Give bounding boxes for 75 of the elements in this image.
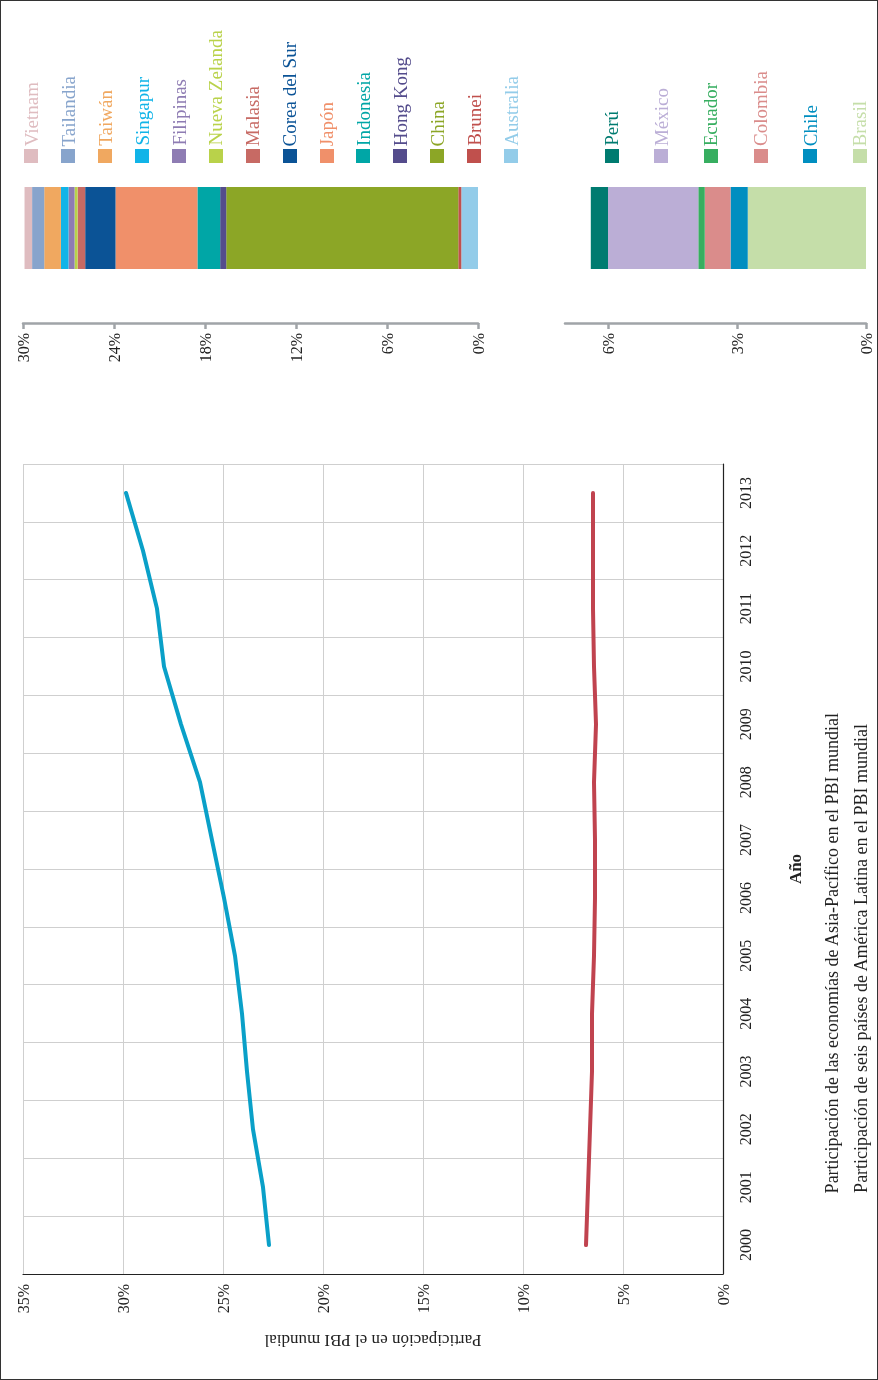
bar <box>74 187 78 269</box>
y-tick-label: 2012 <box>736 534 754 567</box>
y-tick-label: 2002 <box>736 1113 754 1146</box>
y-tick-label: 2001 <box>736 1171 754 1204</box>
x-tick-label: 6% <box>599 333 617 355</box>
text: Malasia <box>242 85 264 146</box>
y-tick-label: 2000 <box>736 1229 754 1262</box>
text: Chile <box>799 104 821 146</box>
text: Filipinas <box>168 79 190 146</box>
bar <box>226 187 459 269</box>
bar <box>730 187 748 269</box>
text: Corea del Sur <box>279 41 301 146</box>
text: Colombia <box>750 71 772 146</box>
text: Vietnam <box>20 81 42 146</box>
bar <box>115 187 198 269</box>
text: Japón <box>316 101 338 146</box>
x-tick-label: 18% <box>196 333 214 363</box>
bar <box>458 187 462 269</box>
y-tick-label: 2009 <box>736 708 754 741</box>
x-tick-label: 3% <box>728 333 746 355</box>
bar <box>220 187 227 269</box>
y-tick-label: 2007 <box>736 824 754 857</box>
text: Perú <box>601 111 623 146</box>
bar <box>608 187 699 269</box>
text: Participación de seis países de América Latina en el PBI mundial <box>850 724 871 1193</box>
text: Nueva Zelanda <box>205 30 227 146</box>
y-tick-label: 2005 <box>736 939 754 972</box>
text: Singapur <box>131 77 153 146</box>
x-tick-label: 0% <box>857 333 875 355</box>
y-tick-label: 2011 <box>736 592 754 625</box>
y-axis-title: Año <box>786 853 805 885</box>
text: Indonesia <box>352 72 374 146</box>
x-tick-label: 24% <box>105 333 123 363</box>
x-tick-label: 25% <box>214 1284 232 1314</box>
text: Tailandia <box>57 75 79 146</box>
text: China <box>426 100 448 146</box>
x-tick-label: 0% <box>714 1284 732 1306</box>
y-tick-label: 2013 <box>736 476 754 509</box>
x-tick-label: 12% <box>287 333 305 363</box>
x-tick-label: 5% <box>614 1284 632 1306</box>
text: Ecuador <box>700 82 722 146</box>
y-tick-label: 2008 <box>736 766 754 799</box>
x-tick-label: 6% <box>378 333 396 355</box>
x-tick-label: 20% <box>314 1284 332 1314</box>
y-tick-label: 2003 <box>736 1055 754 1088</box>
text: México <box>650 87 672 146</box>
y-tick-label: 2010 <box>736 650 754 683</box>
bar <box>32 187 45 269</box>
text: Brasil <box>849 100 871 146</box>
bar <box>197 187 221 269</box>
text: Australia <box>500 76 522 146</box>
bar <box>44 187 61 269</box>
bar <box>77 187 86 269</box>
bar <box>704 187 731 269</box>
bar <box>60 187 69 269</box>
bar <box>747 187 866 269</box>
x-tick-label: 0% <box>469 333 487 355</box>
bar <box>698 187 705 269</box>
x-tick-label: 15% <box>414 1284 432 1314</box>
y-tick-label: 2006 <box>736 881 754 914</box>
bar <box>85 187 116 269</box>
text: Participación de las economías de Asia-Pacífico en el PBI mundial <box>821 712 842 1193</box>
x-tick-label: 35% <box>14 1284 32 1314</box>
bar <box>590 187 608 269</box>
text: Brunei <box>463 94 485 146</box>
x-tick-label: 10% <box>514 1284 532 1314</box>
bar <box>461 187 478 269</box>
bar <box>68 187 75 269</box>
x-axis-title: Participación en el PBI mundial <box>264 1331 482 1350</box>
text: Hong Kong <box>389 56 411 146</box>
text: Taiwán <box>94 90 116 146</box>
bar <box>24 187 33 269</box>
x-tick-label: 30% <box>14 333 32 363</box>
x-tick-label: 30% <box>114 1284 132 1314</box>
y-tick-label: 2004 <box>736 997 754 1030</box>
